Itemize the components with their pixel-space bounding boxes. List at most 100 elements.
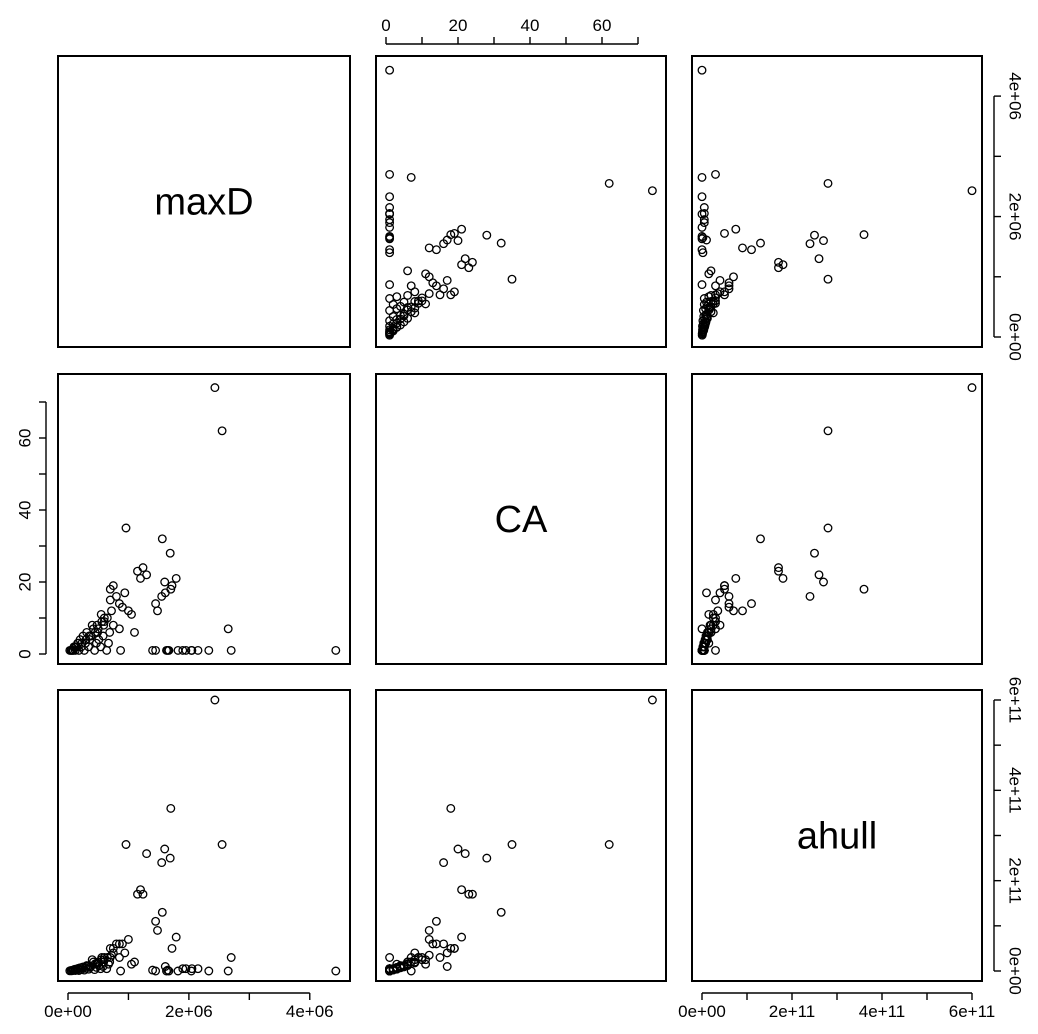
point-ahull-vs-CA [425,927,433,935]
point-CA-vs-ahull [860,585,868,593]
point-maxD-vs-CA [605,180,613,188]
point-maxD-vs-CA [404,267,412,275]
point-ahull-vs-CA [458,933,466,941]
tick-label-ahull-right: 0e+00 [1006,947,1025,995]
panel-CA-vs-ahull [692,374,982,664]
point-ahull-vs-maxD [227,954,235,962]
point-CA-vs-maxD [159,535,167,543]
point-ahull-vs-CA [497,909,505,917]
panel-ahull-vs-maxD [58,690,350,981]
point-maxD-vs-CA [458,261,466,269]
point-maxD-vs-CA [433,246,441,254]
tick-label-CA-left: 60 [15,429,34,448]
point-ahull-vs-CA [386,954,394,962]
point-ahull-vs-CA [440,940,448,948]
point-CA-vs-maxD [131,629,139,637]
tick-label-CA-top: 60 [593,16,612,35]
point-CA-vs-maxD [218,427,226,435]
point-maxD-vs-CA [386,193,394,201]
point-CA-vs-maxD [107,596,115,604]
point-CA-vs-ahull [703,589,711,597]
tick-label-ahull-right: 6e+11 [1006,677,1025,723]
point-maxD-vs-ahull [824,275,832,283]
point-maxD-vs-CA [425,244,433,252]
tick-label-CA-left: 40 [15,501,34,520]
point-maxD-vs-CA [508,275,516,283]
point-maxD-vs-ahull [820,237,828,245]
point-ahull-vs-maxD [154,927,162,935]
point-CA-vs-ahull [968,384,976,392]
point-ahull-vs-maxD [117,967,125,975]
tick-label-CA-top: 20 [449,16,468,35]
point-CA-vs-ahull [739,607,747,615]
tick-label-CA-left: 0 [15,649,34,658]
tick-label-ahull-bottom: 0e+00 [678,1002,726,1021]
point-ahull-vs-CA [605,841,613,849]
point-maxD-vs-CA [411,288,419,296]
point-CA-vs-maxD [152,600,160,608]
point-ahull-vs-maxD [168,945,176,953]
point-ahull-vs-maxD [224,967,232,975]
point-maxD-vs-ahull [968,187,976,195]
point-ahull-vs-CA [508,841,516,849]
point-CA-vs-maxD [205,647,213,655]
point-maxD-vs-CA [443,277,451,285]
point-ahull-vs-maxD [158,859,166,867]
point-maxD-vs-CA [393,293,401,301]
point-CA-vs-ahull [779,575,787,583]
point-maxD-vs-CA [469,259,477,267]
point-CA-vs-maxD [227,647,235,655]
point-ahull-vs-CA [436,954,444,962]
point-CA-vs-ahull [811,549,819,557]
point-ahull-vs-maxD [332,967,340,975]
point-maxD-vs-CA [497,239,505,247]
point-CA-vs-maxD [161,578,169,586]
point-maxD-vs-ahull [721,230,729,238]
variable-label-CA: CA [495,499,548,541]
panel-ahull-vs-CA [376,690,666,981]
point-maxD-vs-CA [386,171,394,179]
tick-label-ahull-bottom: 4e+11 [859,1002,905,1021]
point-ahull-vs-maxD [167,805,175,813]
point-maxD-vs-CA [436,291,444,299]
point-CA-vs-ahull [725,593,733,601]
point-ahull-vs-CA [433,918,441,926]
point-ahull-vs-maxD [161,845,169,853]
point-CA-vs-maxD [166,549,174,557]
point-CA-vs-maxD [137,575,145,583]
tick-label-maxD-right: 2e+06 [1006,193,1025,241]
point-maxD-vs-CA [483,231,491,239]
point-maxD-vs-ahull [698,66,706,74]
point-maxD-vs-ahull [757,239,765,247]
panel-maxD-vs-ahull [692,56,982,347]
point-ahull-vs-maxD [159,909,167,917]
point-ahull-vs-maxD [211,696,219,704]
point-ahull-vs-maxD [205,967,213,975]
point-ahull-vs-maxD [122,841,130,849]
tick-label-CA-top: 0 [381,16,390,35]
point-maxD-vs-CA [454,237,462,245]
point-CA-vs-ahull [824,427,832,435]
point-maxD-vs-CA [465,264,473,272]
point-maxD-vs-CA [425,290,433,298]
tick-label-ahull-right: 4e+11 [1006,767,1025,813]
tick-label-ahull-bottom: 2e+11 [769,1002,815,1021]
point-ahull-vs-maxD [152,918,160,926]
point-CA-vs-maxD [121,589,129,597]
point-maxD-vs-CA [407,174,415,182]
tick-label-maxD-right: 4e+06 [1006,72,1025,120]
point-CA-vs-maxD [332,647,340,655]
point-maxD-vs-CA [386,281,394,289]
point-maxD-vs-CA [386,66,394,74]
point-maxD-vs-ahull [698,174,706,182]
variable-label-maxD: maxD [154,182,253,224]
point-maxD-vs-ahull [698,193,706,201]
point-ahull-vs-maxD [174,967,182,975]
point-ahull-vs-maxD [166,854,174,862]
tick-label-ahull-right: 2e+11 [1006,857,1025,903]
tick-label-maxD-right: 0e+00 [1006,313,1025,361]
point-ahull-vs-CA [483,854,491,862]
point-CA-vs-ahull [806,593,814,601]
tick-label-maxD-bottom: 4e+06 [286,1002,334,1021]
tick-label-maxD-bottom: 2e+06 [165,1002,213,1021]
